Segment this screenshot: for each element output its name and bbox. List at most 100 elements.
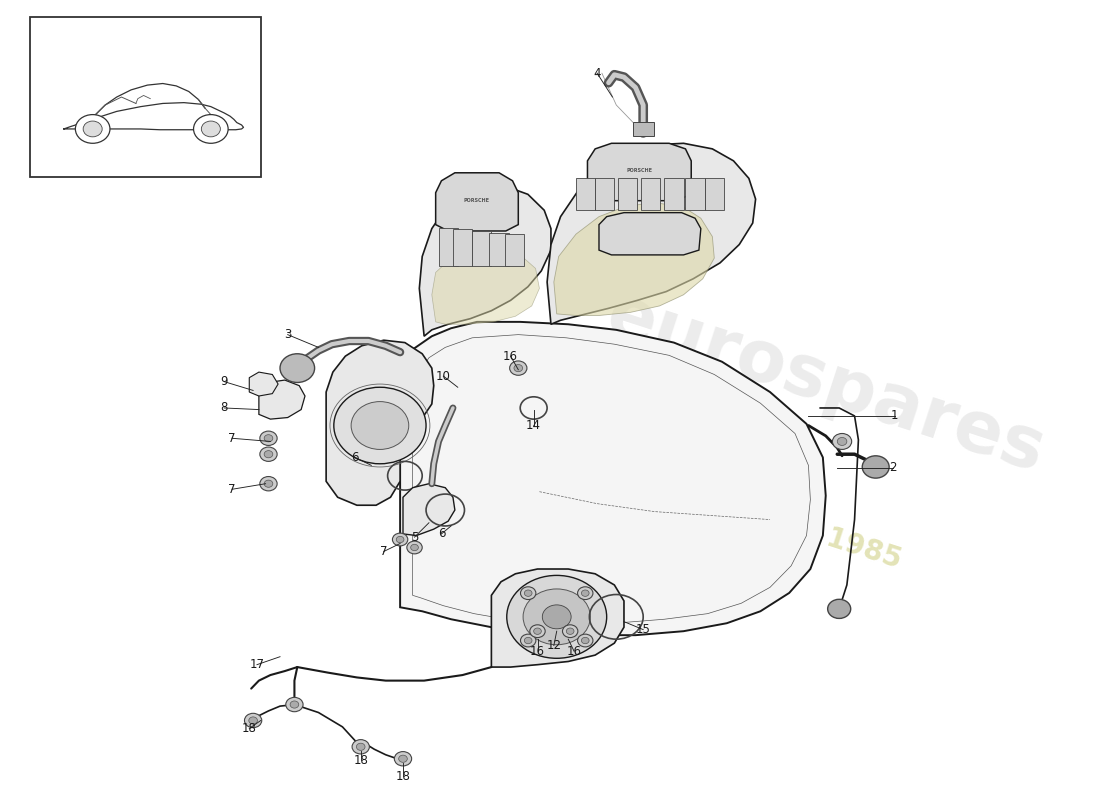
Circle shape <box>578 586 593 599</box>
Text: 7: 7 <box>228 482 235 496</box>
Circle shape <box>837 438 847 446</box>
Circle shape <box>280 354 315 382</box>
Circle shape <box>356 743 365 750</box>
Circle shape <box>333 387 426 464</box>
Text: 16: 16 <box>566 645 582 658</box>
Polygon shape <box>618 178 637 210</box>
Circle shape <box>352 740 370 754</box>
Text: 18: 18 <box>396 770 410 782</box>
Circle shape <box>582 590 590 596</box>
Circle shape <box>520 634 536 647</box>
Polygon shape <box>419 186 551 336</box>
Circle shape <box>394 751 411 766</box>
Polygon shape <box>547 143 756 324</box>
Text: 4: 4 <box>593 66 601 80</box>
Text: 8: 8 <box>221 402 228 414</box>
Text: 16: 16 <box>530 645 544 658</box>
Circle shape <box>398 755 407 762</box>
Polygon shape <box>587 143 691 201</box>
Text: 18: 18 <box>242 722 256 735</box>
Circle shape <box>827 599 850 618</box>
Circle shape <box>514 365 522 372</box>
Text: 12: 12 <box>547 639 561 652</box>
Polygon shape <box>439 228 458 266</box>
Text: 5: 5 <box>410 530 418 544</box>
Polygon shape <box>641 178 660 210</box>
Polygon shape <box>553 202 714 315</box>
Polygon shape <box>258 380 305 419</box>
Polygon shape <box>326 340 433 506</box>
Circle shape <box>520 586 536 599</box>
Circle shape <box>566 628 574 634</box>
Polygon shape <box>685 178 705 210</box>
Circle shape <box>351 402 409 450</box>
Polygon shape <box>595 178 615 210</box>
Text: 7: 7 <box>228 432 235 445</box>
Text: 18: 18 <box>353 754 369 767</box>
Text: PORSCHE: PORSCHE <box>464 198 490 203</box>
Polygon shape <box>490 233 508 266</box>
Circle shape <box>260 431 277 446</box>
Circle shape <box>264 434 273 442</box>
Circle shape <box>862 456 889 478</box>
Circle shape <box>578 634 593 647</box>
Text: 2: 2 <box>889 462 896 474</box>
Polygon shape <box>600 213 701 255</box>
Circle shape <box>542 605 571 629</box>
Polygon shape <box>705 178 724 210</box>
Polygon shape <box>492 569 624 667</box>
Text: eurospares: eurospares <box>597 281 1054 487</box>
Circle shape <box>264 480 273 487</box>
Polygon shape <box>432 249 539 324</box>
Text: 10: 10 <box>436 370 451 382</box>
Circle shape <box>244 714 262 728</box>
Text: 6: 6 <box>438 527 446 541</box>
Circle shape <box>194 114 228 143</box>
Bar <box>30 18 261 177</box>
Circle shape <box>524 589 591 645</box>
Circle shape <box>249 717 257 724</box>
Text: 14: 14 <box>526 419 541 432</box>
Circle shape <box>260 447 277 462</box>
Text: 17: 17 <box>250 658 264 671</box>
Circle shape <box>201 121 220 137</box>
Text: 9: 9 <box>220 375 228 388</box>
Text: 1: 1 <box>891 410 899 422</box>
Text: 6: 6 <box>351 451 359 464</box>
Polygon shape <box>250 372 278 396</box>
Circle shape <box>833 434 851 450</box>
Circle shape <box>562 625 578 638</box>
Circle shape <box>507 575 607 658</box>
Circle shape <box>509 361 527 375</box>
Circle shape <box>407 541 422 554</box>
Circle shape <box>286 698 304 712</box>
Circle shape <box>260 477 277 491</box>
Polygon shape <box>436 173 518 231</box>
Circle shape <box>525 638 532 644</box>
Text: 7: 7 <box>379 545 387 558</box>
Circle shape <box>525 590 532 596</box>
Text: a passion for porsche 1985: a passion for porsche 1985 <box>493 417 905 574</box>
Circle shape <box>410 544 418 550</box>
Circle shape <box>396 536 404 542</box>
Circle shape <box>264 450 273 458</box>
Circle shape <box>290 701 299 708</box>
Circle shape <box>534 628 541 634</box>
Text: 3: 3 <box>284 328 292 341</box>
Polygon shape <box>453 230 472 266</box>
Bar <box>632 122 653 136</box>
Text: 16: 16 <box>503 350 518 362</box>
Polygon shape <box>505 234 524 266</box>
Circle shape <box>582 638 590 644</box>
Polygon shape <box>400 322 826 635</box>
Polygon shape <box>403 484 455 535</box>
Circle shape <box>530 625 546 638</box>
Circle shape <box>393 533 408 546</box>
Polygon shape <box>664 178 683 210</box>
Polygon shape <box>472 231 492 266</box>
Polygon shape <box>576 178 595 210</box>
Circle shape <box>76 114 110 143</box>
Circle shape <box>84 121 102 137</box>
Text: 15: 15 <box>636 623 650 636</box>
Text: PORSCHE: PORSCHE <box>626 168 652 173</box>
